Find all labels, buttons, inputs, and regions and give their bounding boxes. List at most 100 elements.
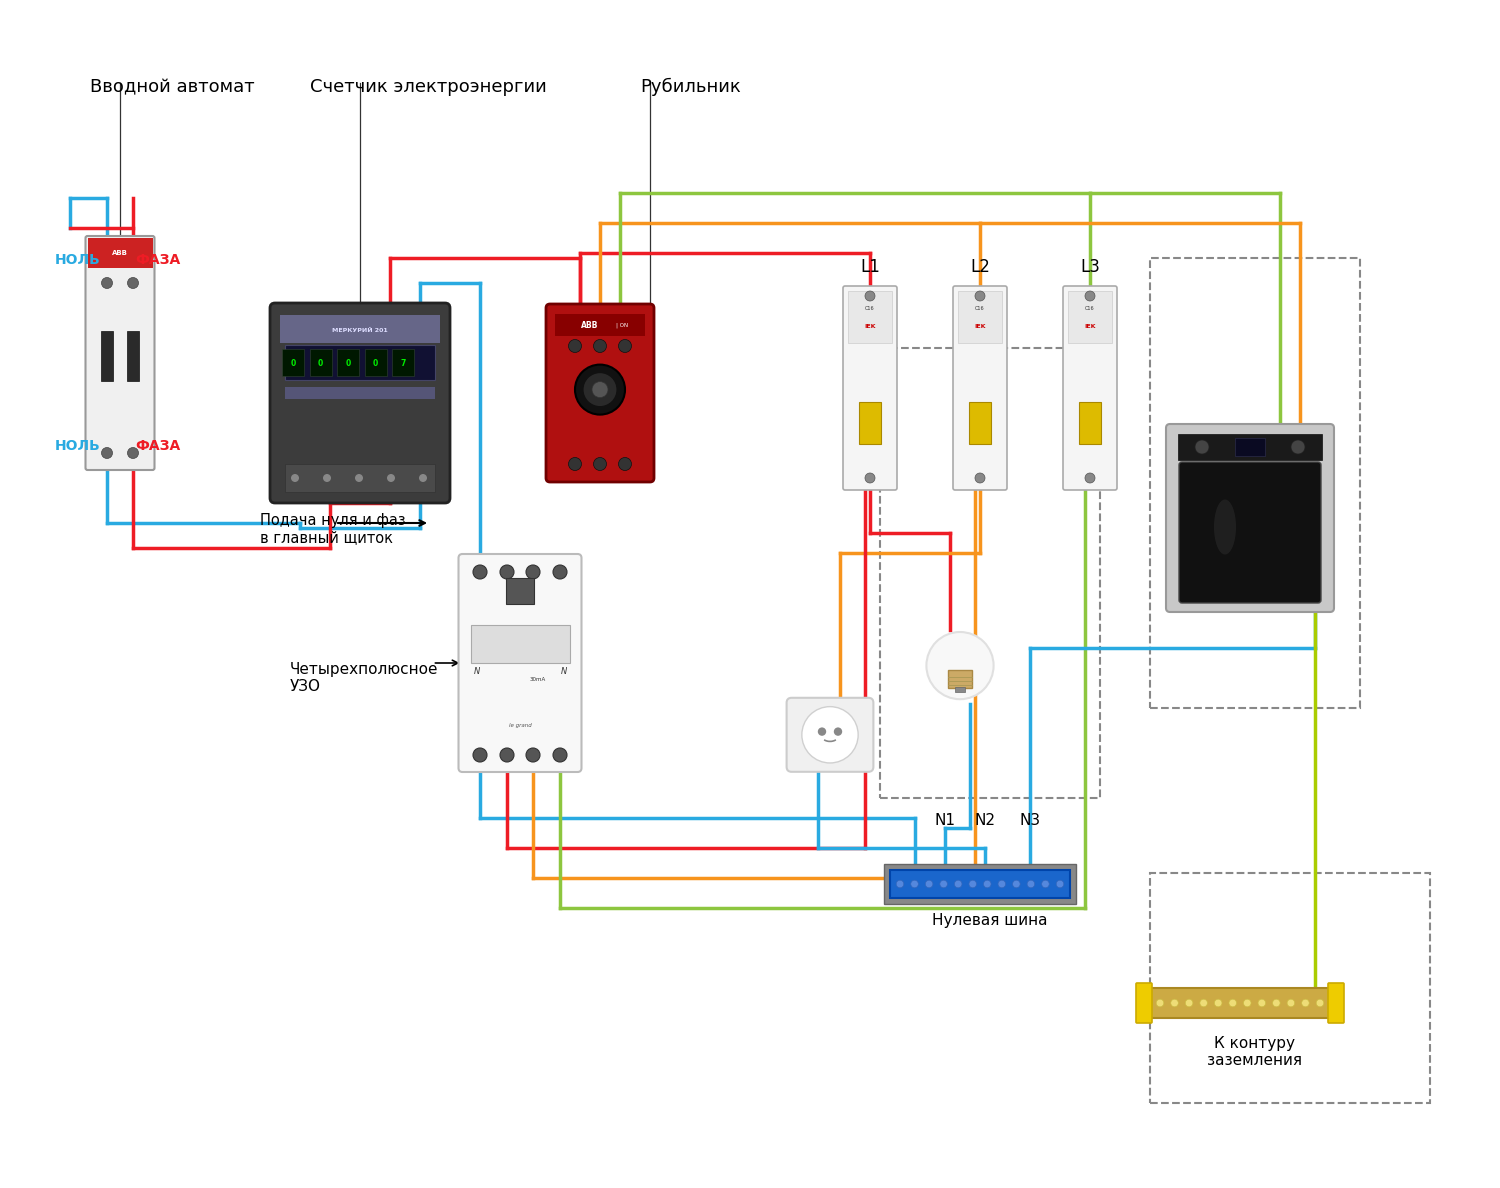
Text: ФАЗА: ФАЗА: [135, 440, 180, 453]
Text: C16: C16: [975, 305, 986, 310]
Bar: [285, 387, 435, 399]
FancyBboxPatch shape: [1328, 982, 1344, 1023]
Text: N: N: [561, 668, 567, 676]
Circle shape: [1170, 999, 1179, 1006]
Bar: [956, 687, 964, 691]
FancyBboxPatch shape: [1136, 982, 1152, 1023]
FancyBboxPatch shape: [786, 697, 873, 772]
Text: IEK: IEK: [1084, 323, 1095, 329]
Bar: [128, 330, 140, 380]
Text: 0: 0: [291, 359, 296, 367]
Circle shape: [1316, 999, 1324, 1006]
Circle shape: [1013, 880, 1020, 887]
Bar: [309, 349, 332, 375]
FancyBboxPatch shape: [459, 554, 582, 772]
Text: 0: 0: [374, 359, 378, 367]
Circle shape: [102, 278, 112, 289]
Circle shape: [574, 365, 626, 415]
Circle shape: [1028, 880, 1035, 887]
Text: Рубильник: Рубильник: [640, 78, 741, 96]
Circle shape: [102, 448, 112, 459]
Bar: [100, 330, 112, 380]
Text: L3: L3: [1080, 258, 1100, 276]
Text: 0: 0: [345, 359, 351, 367]
Text: L2: L2: [970, 258, 990, 276]
Text: C16: C16: [865, 305, 874, 310]
Circle shape: [1084, 291, 1095, 301]
Circle shape: [387, 474, 394, 482]
Circle shape: [865, 291, 874, 301]
Circle shape: [1228, 999, 1236, 1006]
Text: N1: N1: [934, 813, 956, 828]
Text: К контуру
заземления: К контуру заземления: [1208, 1036, 1302, 1068]
Circle shape: [1185, 999, 1192, 1006]
Circle shape: [584, 373, 616, 406]
Text: | ON: | ON: [616, 322, 628, 328]
Text: НОЛЬ: НОЛЬ: [56, 253, 100, 267]
Bar: [1234, 438, 1264, 456]
Circle shape: [594, 457, 606, 470]
Circle shape: [1084, 473, 1095, 484]
Circle shape: [554, 748, 567, 762]
Bar: [506, 579, 534, 604]
Circle shape: [322, 474, 332, 482]
Circle shape: [472, 748, 488, 762]
Circle shape: [568, 340, 582, 353]
Circle shape: [1258, 999, 1266, 1006]
Bar: [890, 870, 1070, 898]
Text: МЕРКУРИЙ 201: МЕРКУРИЙ 201: [332, 328, 388, 333]
Circle shape: [128, 278, 138, 289]
Bar: [948, 670, 972, 688]
Bar: [392, 349, 414, 375]
Circle shape: [554, 565, 567, 579]
Circle shape: [940, 880, 948, 887]
Circle shape: [1056, 880, 1064, 887]
Circle shape: [356, 474, 363, 482]
Text: 7: 7: [400, 359, 405, 367]
Circle shape: [818, 727, 827, 735]
Text: IEK: IEK: [975, 323, 986, 329]
Text: N3: N3: [1020, 813, 1041, 828]
Bar: [880, 348, 1100, 798]
Circle shape: [500, 565, 514, 579]
Bar: [280, 315, 440, 343]
Circle shape: [472, 565, 488, 579]
FancyBboxPatch shape: [270, 303, 450, 503]
Bar: [364, 349, 387, 375]
Text: 0: 0: [318, 359, 322, 367]
Bar: [969, 402, 992, 444]
Circle shape: [1196, 440, 1209, 454]
FancyBboxPatch shape: [1179, 462, 1322, 604]
Text: ABB: ABB: [112, 249, 128, 255]
Text: Четырехполюсное
УЗО: Четырехполюсное УЗО: [290, 662, 438, 694]
Text: L1: L1: [859, 258, 880, 276]
Text: le grand: le grand: [509, 723, 531, 728]
Circle shape: [568, 457, 582, 470]
FancyBboxPatch shape: [546, 304, 654, 482]
Text: C16: C16: [1084, 305, 1095, 310]
Circle shape: [834, 727, 842, 735]
Circle shape: [1292, 440, 1305, 454]
Circle shape: [594, 340, 606, 353]
Bar: [958, 291, 1002, 343]
Text: N: N: [474, 668, 480, 676]
FancyBboxPatch shape: [1166, 424, 1334, 612]
Circle shape: [1287, 999, 1294, 1006]
Text: N2: N2: [975, 813, 996, 828]
Circle shape: [618, 340, 632, 353]
Bar: [285, 465, 435, 492]
Circle shape: [1302, 999, 1310, 1006]
Bar: [1150, 258, 1360, 708]
Circle shape: [984, 880, 992, 887]
Circle shape: [592, 381, 608, 398]
Ellipse shape: [1214, 499, 1236, 555]
Bar: [1078, 402, 1101, 444]
Circle shape: [128, 448, 138, 459]
Circle shape: [969, 880, 976, 887]
Circle shape: [975, 291, 986, 301]
Text: 30mA: 30mA: [530, 677, 546, 682]
Circle shape: [526, 565, 540, 579]
Bar: [555, 314, 645, 336]
Circle shape: [1244, 999, 1251, 1006]
Bar: [884, 864, 1076, 904]
